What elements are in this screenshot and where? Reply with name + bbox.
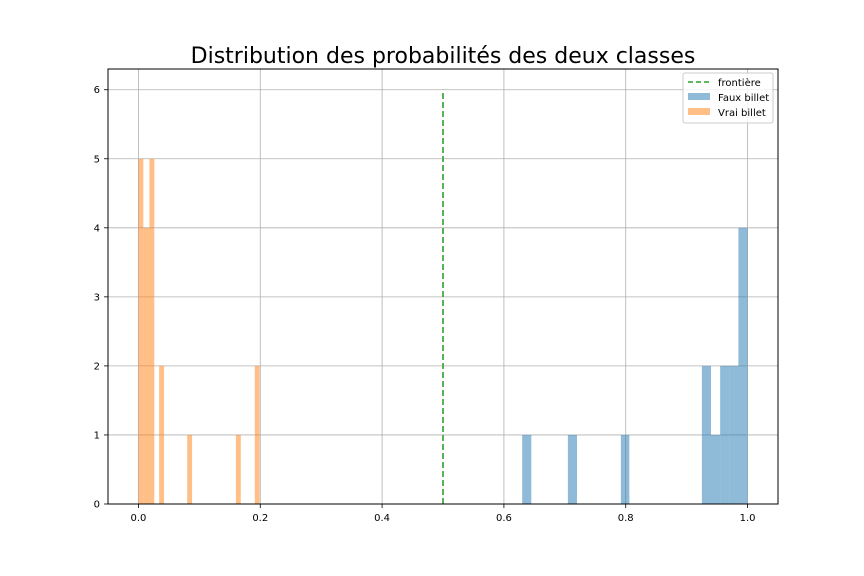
plot-area: 0.0 0.2 0.4 0.6 0.8 1.0 0 1 2 3 4 5 6 [94,68,779,524]
vrai-billet-bar [143,227,150,505]
faux-billet-bar [701,365,711,504]
legend-faux-swatch [688,93,710,100]
y-tick-label: 2 [94,361,100,372]
legend-faux-label: Faux billet [718,93,769,104]
legend-frontiere-label: frontière [718,77,761,89]
legend: frontière Faux billet Vrai billet [682,72,774,124]
x-tick-label: 0.8 [618,513,634,524]
faux-billet-bar [738,227,748,505]
faux-billet-bar [620,434,630,504]
faux-billet-bar [567,434,577,504]
x-tick-label: 1.0 [740,513,756,524]
faux-billet-bar [711,434,721,504]
x-tick-label: 0.2 [252,513,268,524]
chart-title: Distribution des probabilités des deux c… [191,44,696,69]
faux-billet-bar [729,365,739,504]
vrai-billet-bar [149,158,155,504]
x-tick-label: 0.6 [496,513,512,524]
y-tick-label: 3 [94,292,100,303]
axes-frame [107,68,779,505]
faux-billet-bar [720,365,730,504]
axis-ticks: 0.0 0.2 0.4 0.6 0.8 1.0 0 1 2 3 4 5 6 [94,85,756,524]
vrai-billet-bar [138,158,144,504]
legend-vrai-label: Vrai billet [718,108,766,119]
vrai-billet-bar [159,365,165,504]
y-tick-label: 5 [94,154,100,165]
vrai-billet-bar [187,434,193,504]
x-tick-label: 0.4 [374,513,390,524]
legend-vrai-swatch [688,108,710,115]
vrai-billet-bar [235,434,241,504]
y-tick-label: 4 [94,223,100,234]
x-tick-label: 0.0 [131,513,147,524]
histogram-bars [138,158,748,505]
y-tick-label: 6 [94,85,100,96]
vrai-billet-bar [254,365,260,504]
faux-billet-bar [522,434,532,504]
y-tick-label: 0 [94,500,100,511]
y-tick-label: 1 [94,430,100,441]
